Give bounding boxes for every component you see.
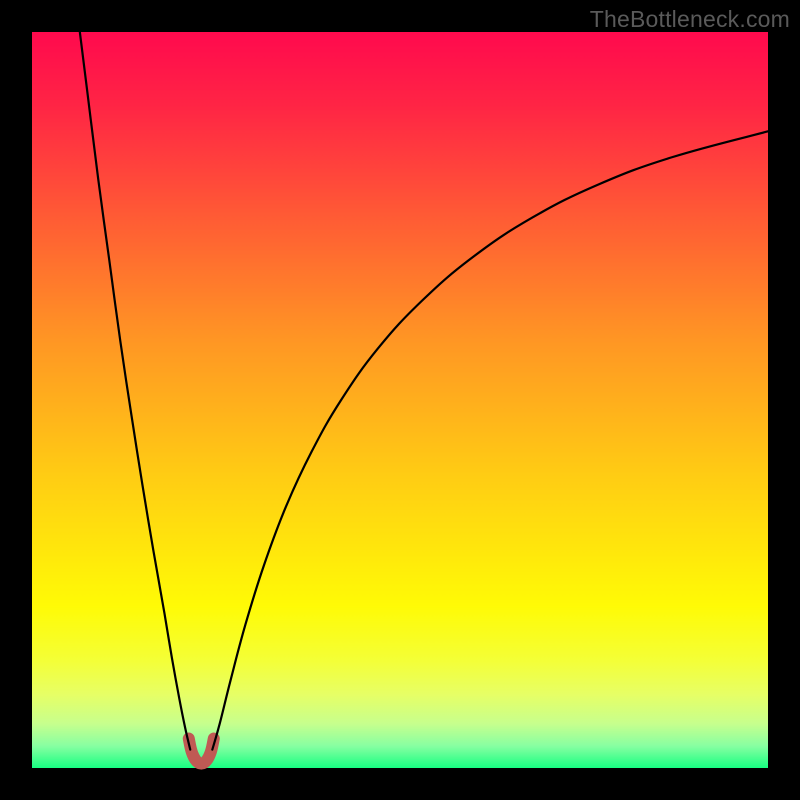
watermark-text: TheBottleneck.com [590,6,790,33]
curve-overlay [32,32,768,768]
left-branch-curve [80,32,190,750]
bottleneck-chart: TheBottleneck.com [0,0,800,800]
trough-marker [189,739,214,764]
right-branch-curve [212,131,768,749]
